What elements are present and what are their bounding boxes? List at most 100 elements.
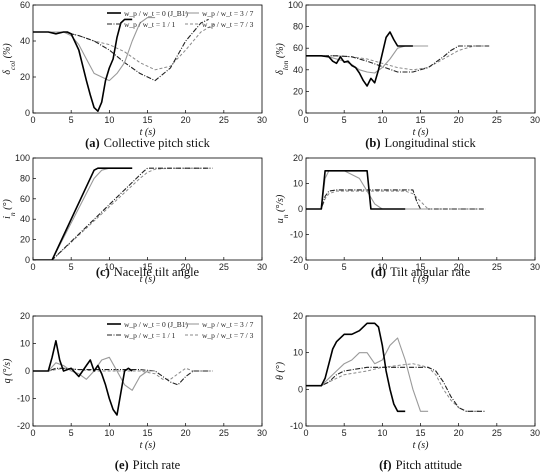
x-tick-label: 10 (377, 115, 387, 125)
x-tick-label: 25 (492, 115, 502, 125)
series-line-r73 (33, 367, 209, 380)
x-tick-label: 0 (303, 428, 308, 438)
x-tick-label: 25 (219, 115, 229, 125)
x-tick-label: 15 (415, 115, 425, 125)
panel-d: 0 5 10 15 20 25 30 -20 -10 0 10 20 t (s) un (°/s) (d) T… (275, 153, 540, 285)
x-tick-label: 30 (530, 262, 540, 272)
x-tick-label: 15 (142, 428, 152, 438)
y-tick-label: 10 (293, 179, 303, 189)
x-tick-label: 5 (342, 428, 347, 438)
x-tick-label: 20 (454, 115, 464, 125)
series-line-r11 (33, 367, 213, 386)
x-tick-label: 10 (377, 428, 387, 438)
x-axis-label: t (s) (413, 440, 430, 451)
legend-label-r73: w_p / w_t = 7 / 3 (202, 331, 254, 340)
y-tick-label: -20 (17, 421, 30, 431)
y-axis-label: θ (°) (275, 361, 286, 380)
x-tick-label: 15 (142, 262, 152, 272)
legend-label-r0: w_p / w_t = 0 (J_B1) (124, 320, 189, 329)
panel-b: 0 5 10 15 20 25 30 0 20 40 60 80 100 t (s) δlon (%) (b)… (275, 0, 540, 150)
x-tick-label: 5 (69, 428, 74, 438)
y-tick-label: -20 (290, 255, 303, 265)
y-tick-label: -10 (17, 394, 30, 404)
panel-caption: (b) Longitudinal stick (365, 136, 476, 150)
legend-label-r0: w_p / w_t = 0 (J_B1) (124, 9, 189, 18)
caption-letter: (b) (365, 136, 380, 150)
y-tick-label: 20 (293, 86, 303, 96)
y-tick-label: -10 (290, 421, 303, 431)
caption-letter: (c) (96, 265, 110, 279)
x-tick-label: 25 (219, 262, 229, 272)
x-tick-label: 5 (69, 115, 74, 125)
panel-caption: (f) Pitch attitude (379, 458, 462, 472)
x-tick-label: 25 (492, 428, 502, 438)
series-line-r0 (33, 18, 133, 112)
x-tick-label: 30 (257, 115, 267, 125)
x-tick-label: 20 (181, 428, 191, 438)
series-line-r11 (306, 45, 490, 73)
caption-letter: (a) (85, 136, 100, 150)
x-tick-label: 20 (454, 262, 464, 272)
caption-letter: (f) (379, 458, 392, 472)
x-axis-label: t (s) (140, 274, 157, 285)
y-axis-label: δlon (%) (275, 42, 290, 74)
y-tick-label: 60 (20, 0, 30, 10)
series-line-r37 (33, 17, 156, 82)
series-line-r0 (33, 340, 133, 416)
caption-text: Pitch attitude (396, 458, 463, 472)
y-tick-label: 20 (293, 153, 303, 163)
x-tick-label: 10 (377, 262, 387, 272)
y-tick-label: 0 (25, 108, 30, 118)
y-tick-label: 40 (20, 214, 30, 224)
caption-letter: (d) (371, 265, 386, 279)
legend-label-r11: w_p / w_t = 1 / 1 (124, 20, 176, 29)
panel-a: 0 5 10 15 20 25 30 0 20 40 60 t (s) δcol (%) (a) Colle… (2, 0, 267, 150)
y-tick-label: 80 (293, 22, 303, 32)
series-line-r73 (306, 190, 482, 210)
series-line-r11 (306, 366, 486, 412)
x-axis-label: t (s) (140, 440, 157, 451)
y-tick-label: 0 (298, 384, 303, 394)
y-tick-label: 10 (20, 339, 30, 349)
x-tick-label: 10 (104, 428, 114, 438)
legend: w_p / w_t = 0 (J_B1) w_p / w_t = 3 / 7 w_p… (107, 320, 254, 340)
x-tick-label: 10 (104, 262, 114, 272)
y-tick-label: 0 (25, 366, 30, 376)
y-axis-label: in (°) (2, 198, 17, 218)
caption-text: Pitch rate (133, 458, 181, 472)
caption-text: Nacelle tilt angle (114, 265, 200, 279)
y-tick-label: 60 (293, 43, 303, 53)
x-tick-label: 30 (257, 262, 267, 272)
x-tick-label: 0 (30, 428, 35, 438)
y-tick-label: 0 (25, 255, 30, 265)
y-axis-label: un (°/s) (275, 194, 290, 223)
y-tick-label: 20 (293, 311, 303, 321)
y-tick-label: 0 (298, 204, 303, 214)
x-axis-label: t (s) (140, 127, 157, 138)
series-line-r73 (306, 363, 482, 412)
panel-caption: (e) Pitch rate (115, 458, 181, 472)
y-tick-label: 20 (20, 72, 30, 82)
plot-frame (305, 4, 536, 114)
legend-label-r73: w_p / w_t = 7 / 3 (202, 20, 254, 29)
y-tick-label: 0 (298, 108, 303, 118)
y-tick-label: 100 (15, 153, 30, 163)
series-line-r0 (306, 170, 406, 210)
x-tick-label: 0 (30, 262, 35, 272)
series-line-r11 (306, 189, 486, 210)
x-tick-label: 20 (181, 115, 191, 125)
x-tick-label: 5 (69, 262, 74, 272)
legend-label-r37: w_p / w_t = 3 / 7 (202, 320, 254, 329)
series-line-r0 (33, 167, 133, 260)
caption-letter: (e) (115, 458, 129, 472)
plot-frame (305, 315, 536, 427)
y-tick-label: 40 (293, 65, 303, 75)
x-tick-label: 15 (415, 428, 425, 438)
x-axis-label: t (s) (413, 127, 430, 138)
x-tick-label: 20 (454, 428, 464, 438)
y-axis-label: q (°/s) (2, 358, 13, 383)
y-tick-label: -10 (290, 230, 303, 240)
y-axis-label: δcol (%) (2, 43, 17, 75)
x-tick-label: 30 (257, 428, 267, 438)
